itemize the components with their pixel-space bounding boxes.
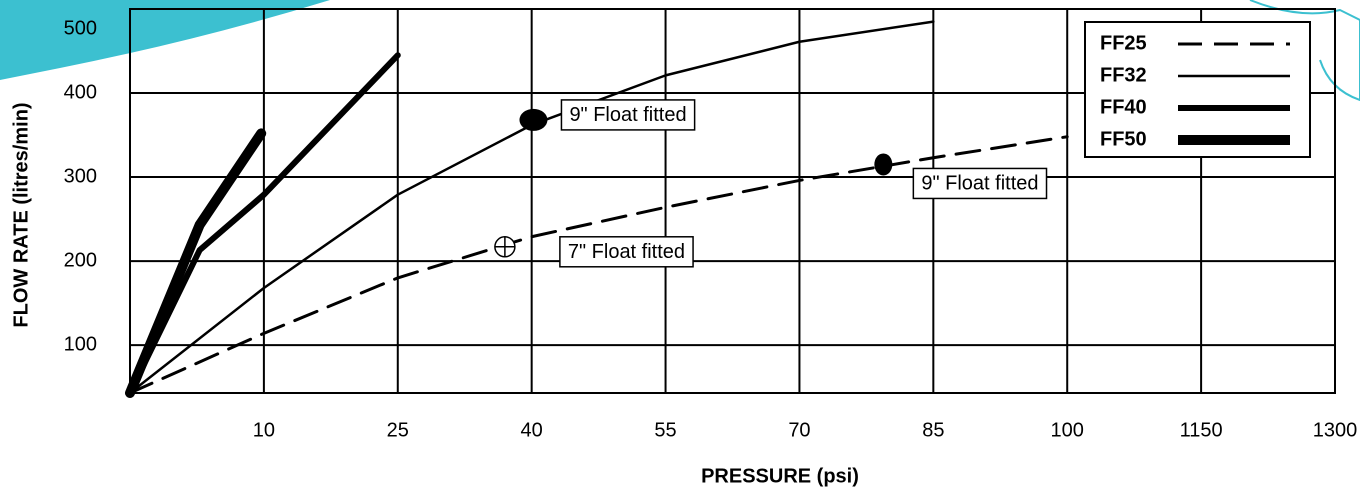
x-tick-label: 100 <box>1051 419 1084 441</box>
x-tick-label: 1150 <box>1180 419 1223 441</box>
plot-border <box>129 8 1336 394</box>
annotation-marker <box>874 153 893 176</box>
y-tick-label: 400 <box>64 81 97 103</box>
annotation-marker-cross <box>494 236 515 257</box>
x-tick-label: 85 <box>922 419 944 441</box>
annotation: 7" Float fitted <box>559 236 694 268</box>
annotation-label: 9" Float fitted <box>569 104 686 126</box>
y-tick-label: 500 <box>64 17 97 39</box>
series-line <box>125 128 267 398</box>
x-axis-title: PRESSURE (psi) <box>701 465 859 487</box>
legend-label: FF25 <box>1100 32 1147 54</box>
legend-label: FF40 <box>1100 96 1147 118</box>
x-tick-label: 25 <box>387 419 409 441</box>
legend-label: FF50 <box>1100 128 1147 150</box>
annotation-label: 7" Float fitted <box>568 241 685 263</box>
x-tick-label: 10 <box>253 419 275 441</box>
annotation-box <box>912 167 1048 200</box>
x-tick-label: 70 <box>788 419 810 441</box>
annotation: 9" Float fitted <box>560 99 696 131</box>
y-tick-label: 300 <box>64 165 97 187</box>
annotation: 9" Float fitted <box>912 167 1048 200</box>
annotation-marker <box>519 108 548 131</box>
y-tick-label: 100 <box>64 333 97 355</box>
y-tick-label: 200 <box>64 249 97 271</box>
x-tick-label: 1300 <box>1313 419 1358 441</box>
annotation-box <box>560 99 696 131</box>
y-axis-title: FLOW RATE (litres/min) <box>10 102 32 327</box>
decoration <box>0 0 330 80</box>
x-tick-label: 40 <box>521 419 543 441</box>
x-tick-label: 55 <box>654 419 676 441</box>
legend-label: FF32 <box>1100 64 1147 86</box>
annotation-box <box>559 236 694 268</box>
annotation-label: 9" Float fitted <box>921 173 1038 195</box>
